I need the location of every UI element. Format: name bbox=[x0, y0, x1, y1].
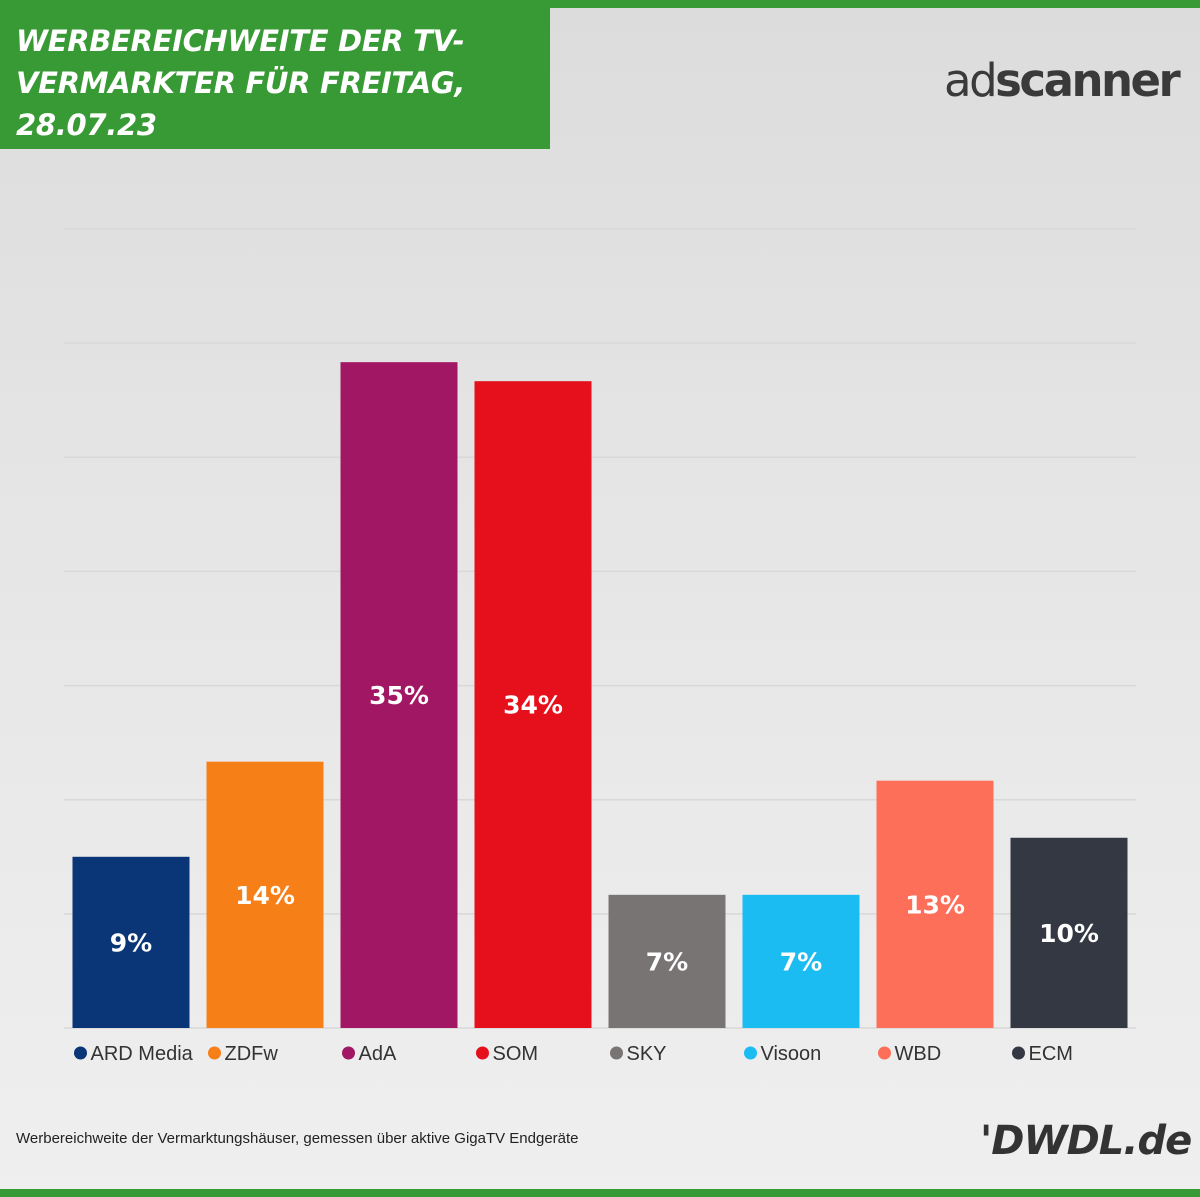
bar-wbd bbox=[876, 780, 994, 1028]
bottom-accent-strip bbox=[0, 1189, 1200, 1197]
chart-title-line-3: 28.07.23 bbox=[16, 108, 157, 142]
legend-marker bbox=[476, 1046, 489, 1060]
legend-label: ZDFw bbox=[225, 1043, 279, 1065]
adscanner-logo-scanner: scanner bbox=[995, 54, 1181, 107]
bar-zdfw bbox=[206, 761, 324, 1028]
legend-label: ECM bbox=[1029, 1043, 1073, 1065]
bar-value-label: 35% bbox=[369, 681, 429, 710]
legend-label: AdA bbox=[359, 1043, 397, 1065]
bar-value-label: 9% bbox=[110, 928, 152, 957]
bar-ard-media bbox=[72, 856, 190, 1028]
legend-marker bbox=[744, 1046, 757, 1060]
legend-marker bbox=[74, 1046, 87, 1060]
adscanner-logo-ad: ad bbox=[944, 54, 998, 107]
top-accent-strip bbox=[0, 0, 1200, 8]
dwdl-logo: 'DWDL.de bbox=[980, 1118, 1192, 1164]
legend-marker bbox=[1012, 1046, 1025, 1060]
legend-marker bbox=[610, 1046, 623, 1060]
bar-value-label: 7% bbox=[780, 947, 822, 976]
legend-marker bbox=[878, 1046, 891, 1060]
bar-chart: 9% ARD Media 14% ZDFw 35% AdA 34% SOM 7% SKY 7% Vis… bbox=[64, 228, 1136, 1065]
legend-label: SOM bbox=[493, 1043, 539, 1065]
chart-title-line-2: VERMARKTER FÜR FREITAG, bbox=[16, 66, 466, 100]
legend-label: SKY bbox=[627, 1043, 667, 1065]
bar-value-label: 34% bbox=[503, 691, 563, 720]
legend-marker bbox=[208, 1046, 221, 1060]
chart-title-line-1: WERBEREICHWEITE DER TV- bbox=[16, 24, 465, 58]
legend-marker bbox=[342, 1046, 355, 1060]
chart-title: WERBEREICHWEITE DER TV- VERMARKTER FÜR F… bbox=[16, 20, 534, 146]
bar-value-label: 13% bbox=[905, 890, 965, 919]
title-banner: WERBEREICHWEITE DER TV- VERMARKTER FÜR F… bbox=[0, 8, 550, 149]
adscanner-logo: adscanner bbox=[944, 56, 1184, 106]
footnote: Werbereichweite der Vermarktungshäuser, … bbox=[16, 1130, 579, 1147]
bar-sky bbox=[608, 894, 726, 1028]
bar-som bbox=[474, 381, 592, 1028]
bar-value-label: 14% bbox=[235, 881, 295, 910]
bar-value-label: 7% bbox=[646, 947, 688, 976]
bar-value-label: 10% bbox=[1039, 919, 1099, 948]
bar-ada bbox=[340, 362, 458, 1029]
bar-ecm bbox=[1010, 837, 1128, 1028]
legend-label: Visoon bbox=[761, 1043, 822, 1065]
bar-visoon bbox=[742, 894, 860, 1028]
legend-label: ARD Media bbox=[91, 1043, 194, 1065]
legend-label: WBD bbox=[895, 1043, 942, 1065]
